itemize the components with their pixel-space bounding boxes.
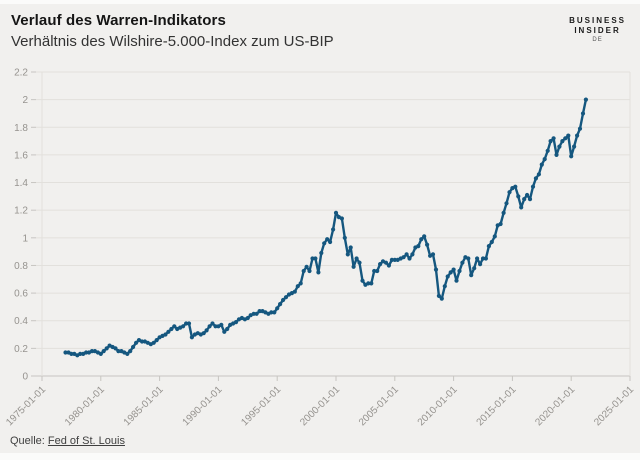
y-axis-tick-label: 0.6 bbox=[14, 289, 28, 300]
x-axis-tick-label: 1980-01-01 bbox=[63, 384, 107, 428]
source-label: Quelle: bbox=[10, 435, 45, 447]
y-axis-tick-label: 1.6 bbox=[14, 150, 28, 161]
x-axis-tick-label: 1995-01-01 bbox=[239, 384, 283, 428]
logo-line-insider: INSIDER bbox=[574, 26, 621, 35]
y-axis-tick-label: 2.2 bbox=[14, 68, 28, 79]
source-note: Quelle: Fed of St. Louis bbox=[10, 435, 125, 447]
x-axis-tick-label: 2025-01-01 bbox=[592, 384, 636, 428]
chart-header: Verlauf des Warren-Indikators Verhältnis… bbox=[11, 12, 550, 50]
x-axis-tick-label: 1975-01-01 bbox=[4, 384, 48, 428]
y-axis-tick-label: 1 bbox=[22, 233, 28, 244]
x-axis-tick-label: 2020-01-01 bbox=[533, 384, 577, 428]
page-title: Verlauf des Warren-Indikators bbox=[11, 12, 226, 29]
x-axis-tick-label: 1985-01-01 bbox=[122, 384, 166, 428]
grid-layer: 0 0.2 0.4 0.6 0.8 1 1.2 1.4 1.6 1.8 2 2.2 bbox=[14, 68, 631, 383]
y-axis-tick-label: 1.8 bbox=[14, 123, 28, 134]
x-axis-tick-label: 2010-01-01 bbox=[416, 384, 460, 428]
series-line bbox=[64, 98, 588, 357]
series-markers bbox=[63, 97, 589, 358]
chart-svg: 0 0.2 0.4 0.6 0.8 1 1.2 1.4 1.6 1.8 2 2.2 1975-01-01… bbox=[4, 68, 636, 429]
business-insider-logo: BUSINESS INSIDER DE bbox=[569, 16, 626, 43]
y-axis-tick-label: 2 bbox=[22, 95, 28, 106]
x-axis-labels: 1975-01-01 1980-01-01 1985-01-01 1990-01-01… bbox=[4, 376, 636, 428]
line-chart: 0 0.2 0.4 0.6 0.8 1 1.2 1.4 1.6 1.8 2 2.2 1975-01-01… bbox=[0, 60, 640, 436]
x-axis-tick-label: 1990-01-01 bbox=[181, 384, 225, 428]
y-axis-tick-label: 1.4 bbox=[14, 178, 28, 189]
y-axis-tick-label: 0 bbox=[22, 372, 28, 383]
y-axis-tick-label: 1.2 bbox=[14, 206, 28, 217]
logo-line-de: DE bbox=[592, 37, 603, 43]
x-axis-tick-label: 2015-01-01 bbox=[475, 384, 519, 428]
source-link[interactable]: Fed of St. Louis bbox=[47, 435, 125, 447]
y-axis-tick-label: 0.4 bbox=[14, 316, 28, 327]
logo-line-business: BUSINESS bbox=[569, 16, 626, 25]
y-axis-tick-label: 0.2 bbox=[14, 344, 28, 355]
x-axis-tick-label: 2000-01-01 bbox=[298, 384, 342, 428]
page-subtitle: Verhältnis des Wilshire-5.000-Index zum … bbox=[11, 33, 334, 50]
y-axis-tick-label: 0.8 bbox=[14, 261, 28, 272]
x-axis-tick-label: 2005-01-01 bbox=[357, 384, 401, 428]
